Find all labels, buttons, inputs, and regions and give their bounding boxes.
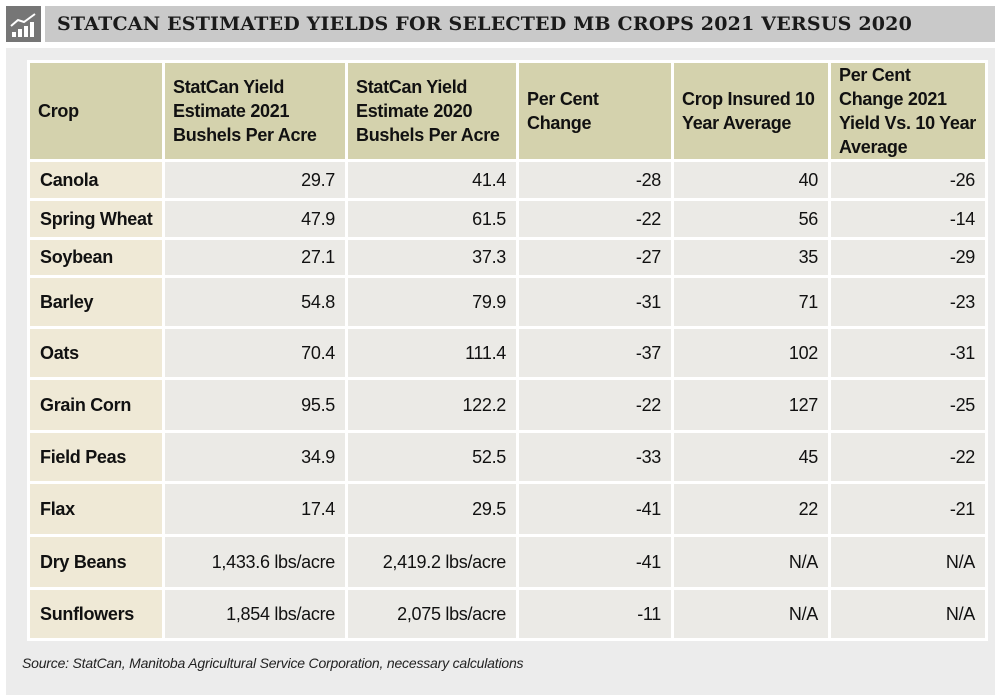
value-cell: 102 [674,329,828,377]
value-cell: -14 [831,201,985,237]
value-cell: 29.7 [165,162,345,198]
value-cell: 56 [674,201,828,237]
value-cell: -41 [519,537,671,587]
value-cell: 41.4 [348,162,516,198]
value-cell: -25 [831,380,985,430]
value-cell: 61.5 [348,201,516,237]
value-cell: 22 [674,484,828,534]
value-cell: N/A [831,590,985,638]
title-bar: STATCAN ESTIMATED YIELDS FOR SELECTED MB… [45,6,995,42]
value-cell: 2,075 lbs/acre [348,590,516,638]
value-cell: N/A [831,537,985,587]
table-row: Grain Corn 95.5 122.2 -22 127 -25 [30,380,985,430]
value-cell: -22 [831,433,985,481]
value-cell: 52.5 [348,433,516,481]
crop-name-cell: Canola [30,162,162,198]
table-row: Dry Beans 1,433.6 lbs/acre 2,419.2 lbs/acr… [30,537,985,587]
value-cell: 54.8 [165,278,345,326]
value-cell: 1,433.6 lbs/acre [165,537,345,587]
column-header: Per Cent Change 2021 Yield Vs. 10 Year A… [831,63,985,159]
value-cell: 45 [674,433,828,481]
crop-name-cell: Flax [30,484,162,534]
source-note: Source: StatCan, Manitoba Agricultural S… [22,655,524,671]
value-cell: 34.9 [165,433,345,481]
value-cell: -31 [519,278,671,326]
value-cell: -28 [519,162,671,198]
header-row: Crop StatCan Yield Estimate 2021 Bushels … [30,63,985,159]
column-header: Crop Insured 10 Year Average [674,63,828,159]
table-row: Flax 17.4 29.5 -41 22 -21 [30,484,985,534]
crop-name-cell: Field Peas [30,433,162,481]
table-row: Soybean 27.1 37.3 -27 35 -29 [30,240,985,275]
value-cell: -37 [519,329,671,377]
value-cell: -22 [519,201,671,237]
value-cell: 47.9 [165,201,345,237]
column-header: Per Cent Change [519,63,671,159]
value-cell: -33 [519,433,671,481]
table-row: Barley 54.8 79.9 -31 71 -23 [30,278,985,326]
crop-name-cell: Barley [30,278,162,326]
value-cell: -11 [519,590,671,638]
value-cell: 95.5 [165,380,345,430]
value-cell: -22 [519,380,671,430]
yields-table: Crop StatCan Yield Estimate 2021 Bushels … [27,60,988,641]
value-cell: N/A [674,590,828,638]
value-cell: 29.5 [348,484,516,534]
value-cell: -29 [831,240,985,275]
column-header: Crop [30,63,162,159]
value-cell: -26 [831,162,985,198]
table-row: Canola 29.7 41.4 -28 40 -26 [30,162,985,198]
value-cell: 79.9 [348,278,516,326]
value-cell: -21 [831,484,985,534]
value-cell: -27 [519,240,671,275]
value-cell: 35 [674,240,828,275]
crop-name-cell: Sunflowers [30,590,162,638]
value-cell: 17.4 [165,484,345,534]
table-row: Oats 70.4 111.4 -37 102 -31 [30,329,985,377]
value-cell: -31 [831,329,985,377]
value-cell: 111.4 [348,329,516,377]
value-cell: 1,854 lbs/acre [165,590,345,638]
table-row: Sunflowers 1,854 lbs/acre 2,075 lbs/acre -1… [30,590,985,638]
bar-chart-trend-icon [6,6,41,42]
column-header: StatCan Yield Estimate 2020 Bushels Per … [348,63,516,159]
value-cell: 70.4 [165,329,345,377]
value-cell: 2,419.2 lbs/acre [348,537,516,587]
value-cell: 37.3 [348,240,516,275]
value-cell: -41 [519,484,671,534]
page-title: STATCAN ESTIMATED YIELDS FOR SELECTED MB… [57,13,913,35]
crop-name-cell: Dry Beans [30,537,162,587]
crop-name-cell: Soybean [30,240,162,275]
crop-name-cell: Oats [30,329,162,377]
table-row: Spring Wheat 47.9 61.5 -22 56 -14 [30,201,985,237]
value-cell: 127 [674,380,828,430]
crop-name-cell: Grain Corn [30,380,162,430]
column-header: StatCan Yield Estimate 2021 Bushels Per … [165,63,345,159]
crop-name-cell: Spring Wheat [30,201,162,237]
value-cell: 27.1 [165,240,345,275]
value-cell: 40 [674,162,828,198]
value-cell: 122.2 [348,380,516,430]
value-cell: N/A [674,537,828,587]
value-cell: 71 [674,278,828,326]
table-row: Field Peas 34.9 52.5 -33 45 -22 [30,433,985,481]
value-cell: -23 [831,278,985,326]
